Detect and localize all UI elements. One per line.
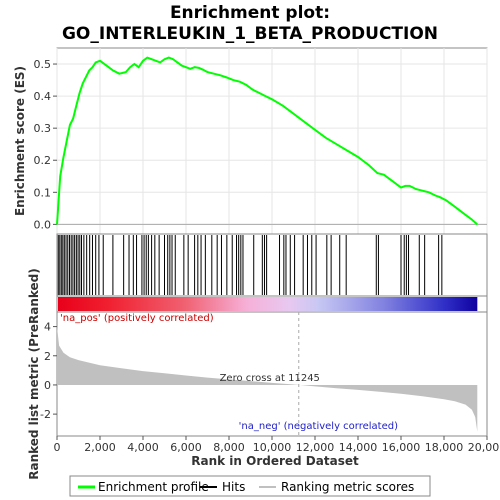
es-tick-label: 0.5	[34, 58, 52, 71]
es-tick-label: 0.2	[34, 154, 52, 167]
x-tick-label: 18,000	[425, 441, 464, 454]
es-tick-label: 0.4	[34, 90, 52, 103]
ranking-metric-area	[57, 326, 478, 432]
x-tick-label: 2,000	[84, 441, 116, 454]
x-axis-ticks: 0 2,000 4,000 6,000 8,000 10,000 12,000 14,000 1…	[54, 436, 500, 454]
x-axis-label: Rank in Ordered Dataset	[191, 454, 359, 468]
hit-markers	[57, 235, 443, 295]
negative-correlation-label: 'na_neg' (negatively correlated)	[239, 421, 398, 432]
metric-tick-label: 0	[44, 379, 51, 392]
enrichment-profile-line	[56, 56, 478, 226]
x-tick-label: 6,000	[170, 441, 202, 454]
x-tick-label: 8,000	[213, 441, 245, 454]
x-tick-label: 12,000	[296, 441, 335, 454]
hits-panel	[56, 233, 488, 297]
legend-hits-label: Hits	[222, 480, 245, 494]
es-tick-label: 0.0	[34, 218, 52, 231]
metric-tick-label: 2	[44, 350, 51, 363]
x-tick-label: 16,000	[382, 441, 421, 454]
zero-cross-label: Zero cross at 11245	[220, 373, 320, 384]
metric-y-axis-label: Ranked list metric (PreRanked)	[27, 268, 41, 480]
es-tick-label: 0.1	[34, 186, 52, 199]
legend-metric-label: Ranking metric scores	[281, 480, 414, 494]
metric-tick-label: 4	[44, 321, 51, 334]
es-y-ticks: 0.0 0.1 0.2 0.3 0.4 0.5	[34, 58, 57, 231]
ranking-color-band	[58, 297, 478, 311]
legend-enrichment-label: Enrichment profile	[98, 480, 209, 494]
metric-y-ticks: -2 0 2 4	[40, 321, 57, 421]
x-tick-label: 0	[54, 441, 61, 454]
x-tick-label: 4,000	[127, 441, 159, 454]
legend-box	[69, 475, 431, 497]
es-y-axis-label: Enrichment score (ES)	[13, 66, 27, 216]
x-tick-label: 14,000	[339, 441, 378, 454]
positive-correlation-label: 'na_pos' (positively correlated)	[60, 313, 214, 324]
chart-title-line1: Enrichment plot:	[170, 3, 330, 23]
chart-title-line2: GO_INTERLEUKIN_1_BETA_PRODUCTION	[62, 24, 438, 44]
x-tick-label: 20,000	[468, 441, 500, 454]
metric-tick-label: -2	[40, 408, 51, 421]
es-tick-label: 0.3	[34, 122, 52, 135]
x-tick-label: 10,000	[253, 441, 292, 454]
